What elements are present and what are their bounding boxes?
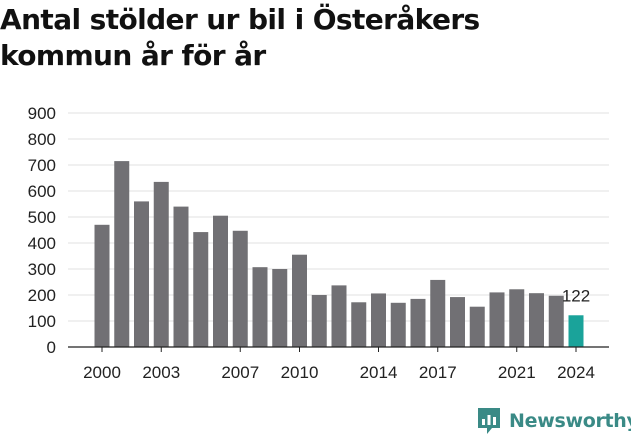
x-tick-label: 2003 (142, 363, 180, 382)
y-tick-label: 100 (28, 312, 56, 331)
y-tick-label: 500 (28, 208, 56, 227)
data-labels: 122 (562, 286, 590, 305)
y-axis-ticks: 0 100 200 300 400 500 600 700 800 900 (28, 104, 56, 357)
bar (153, 181, 169, 347)
x-tick-label: 2024 (557, 363, 595, 382)
bar (390, 302, 406, 347)
y-tick-label: 200 (28, 286, 56, 305)
bar (232, 230, 248, 347)
bar (134, 201, 149, 347)
bar (94, 224, 110, 347)
bar (568, 315, 584, 347)
bar (173, 206, 189, 347)
x-tick-label: 2017 (419, 363, 457, 382)
bar (292, 254, 307, 347)
brand-name: Newsworthy (509, 410, 631, 432)
bar (351, 302, 367, 347)
bar (213, 215, 228, 347)
y-tick-label: 600 (28, 182, 56, 201)
newsworthy-logo-icon (478, 408, 500, 434)
data-label: 122 (562, 286, 590, 305)
bar (469, 306, 485, 347)
bars (94, 161, 584, 347)
bar (509, 289, 525, 347)
y-tick-label: 800 (28, 130, 56, 149)
x-tick-label: 2007 (221, 363, 259, 382)
bar (430, 279, 446, 347)
bar (114, 161, 130, 347)
y-tick-label: 900 (28, 104, 56, 123)
bar (193, 232, 209, 347)
bar (311, 295, 327, 347)
bar (489, 292, 505, 347)
x-axis-ticks: 2000 2003 2007 2010 2014 2017 2021 2024 (83, 347, 595, 382)
x-tick-label: 2021 (498, 363, 536, 382)
bar (410, 298, 426, 347)
y-tick-label: 700 (28, 156, 56, 175)
x-tick-label: 2014 (360, 363, 398, 382)
bar (371, 293, 386, 347)
chart-title: Antal stölder ur bil i Österåkers kommun… (0, 3, 480, 72)
bar (529, 293, 544, 347)
bar (548, 295, 564, 347)
y-tick-label: 400 (28, 234, 56, 253)
brand-logo: Newsworthy (476, 406, 631, 436)
y-tick-label: 0 (47, 338, 56, 357)
bar (252, 267, 268, 347)
y-tick-label: 300 (28, 260, 56, 279)
bar (272, 269, 288, 347)
x-tick-label: 2010 (281, 363, 319, 382)
bar (331, 285, 347, 347)
x-tick-label: 2000 (83, 363, 121, 382)
bar (450, 297, 465, 347)
